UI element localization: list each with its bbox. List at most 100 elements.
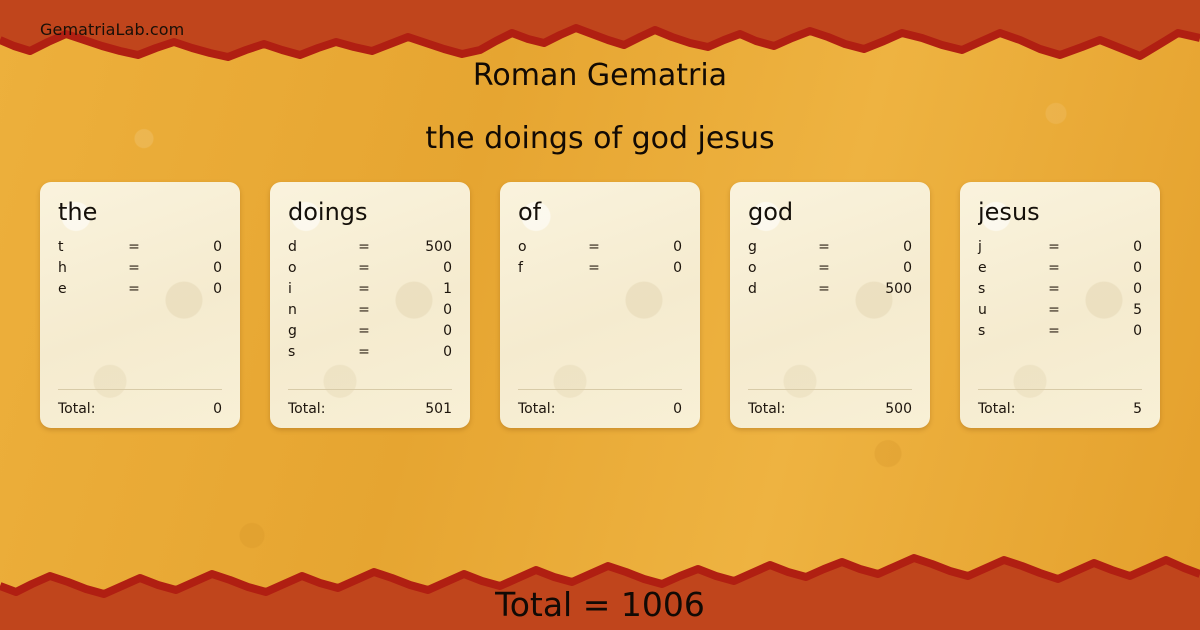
letter-value-list: d = 500 o = 0 i = 1 n = 0 g = 0 s = 0 — [288, 239, 452, 389]
letter-row: f = 0 — [518, 260, 682, 281]
letter-value: 1 — [443, 281, 452, 298]
card-total-label: Total: — [978, 401, 1016, 417]
letter-row: s = 0 — [978, 323, 1142, 344]
letter-char: g — [748, 239, 757, 256]
equals-sign: = — [128, 260, 140, 277]
card-divider — [978, 389, 1142, 390]
letter-value: 500 — [425, 239, 452, 256]
letter-value: 0 — [443, 302, 452, 319]
equals-sign: = — [358, 239, 370, 256]
equals-sign: = — [818, 260, 830, 277]
card-total-value: 5 — [1133, 401, 1142, 417]
letter-row: o = 0 — [288, 260, 452, 281]
letter-row: e = 0 — [58, 281, 222, 302]
letter-char: h — [58, 260, 67, 277]
letter-value: 0 — [1133, 260, 1142, 277]
card-total-row: Total: 5 — [978, 390, 1142, 428]
letter-row: o = 0 — [748, 260, 912, 281]
equals-sign: = — [818, 239, 830, 256]
letter-char: t — [58, 239, 64, 256]
equals-sign: = — [1048, 302, 1060, 319]
equals-sign: = — [588, 239, 600, 256]
letter-value: 0 — [443, 323, 452, 340]
letter-row: u = 5 — [978, 302, 1142, 323]
letter-row: s = 0 — [978, 281, 1142, 302]
letter-value: 500 — [885, 281, 912, 298]
letter-value: 0 — [1133, 323, 1142, 340]
card-total-row: Total: 0 — [518, 390, 682, 428]
word-card: the t = 0 h = 0 e = 0 Total: 0 — [40, 182, 240, 428]
card-total-row: Total: 500 — [748, 390, 912, 428]
card-total-label: Total: — [748, 401, 786, 417]
letter-row: i = 1 — [288, 281, 452, 302]
letter-value-list: j = 0 e = 0 s = 0 u = 5 s = 0 — [978, 239, 1142, 389]
equals-sign: = — [128, 239, 140, 256]
letter-row: g = 0 — [288, 323, 452, 344]
letter-char: i — [288, 281, 292, 298]
letter-char: s — [978, 281, 986, 298]
card-total-label: Total: — [58, 401, 96, 417]
equals-sign: = — [358, 260, 370, 277]
word-cards-row: the t = 0 h = 0 e = 0 Total: 0 doings d = 500 o = 0 i = 1 n = 0 g… — [40, 182, 1160, 428]
letter-value: 0 — [213, 239, 222, 256]
letter-value: 5 — [1133, 302, 1142, 319]
phrase-text: the doings of god jesus — [425, 121, 775, 156]
card-word-heading: the — [58, 200, 98, 226]
equals-sign: = — [358, 323, 370, 340]
letter-char: s — [288, 344, 296, 361]
card-total-value: 0 — [213, 401, 222, 417]
letter-row: s = 0 — [288, 344, 452, 365]
letter-value: 0 — [1133, 281, 1142, 298]
letter-char: d — [288, 239, 297, 256]
letter-row: o = 0 — [518, 239, 682, 260]
card-divider — [288, 389, 452, 390]
equals-sign: = — [358, 302, 370, 319]
letter-row: d = 500 — [288, 239, 452, 260]
equals-sign: = — [1048, 323, 1060, 340]
card-divider — [58, 389, 222, 390]
letter-char: u — [978, 302, 987, 319]
word-card: doings d = 500 o = 0 i = 1 n = 0 g = 0 s = 0 Total: 501 — [270, 182, 470, 428]
letter-value: 0 — [443, 260, 452, 277]
letter-value: 0 — [673, 239, 682, 256]
letter-char: e — [978, 260, 987, 277]
letter-row: n = 0 — [288, 302, 452, 323]
letter-value: 0 — [443, 344, 452, 361]
card-divider — [748, 389, 912, 390]
letter-row: t = 0 — [58, 239, 222, 260]
card-total-label: Total: — [288, 401, 326, 417]
grand-total: Total = 1006 — [495, 585, 705, 624]
letter-row: e = 0 — [978, 260, 1142, 281]
letter-row: d = 500 — [748, 281, 912, 302]
letter-value-list: g = 0 o = 0 d = 500 — [748, 239, 912, 389]
card-total-row: Total: 501 — [288, 390, 452, 428]
equals-sign: = — [1048, 239, 1060, 256]
letter-char: g — [288, 323, 297, 340]
letter-value: 0 — [1133, 239, 1142, 256]
card-divider — [518, 389, 682, 390]
word-card: of o = 0 f = 0 Total: 0 — [500, 182, 700, 428]
equals-sign: = — [1048, 260, 1060, 277]
letter-char: o — [518, 239, 527, 256]
word-card: god g = 0 o = 0 d = 500 Total: 500 — [730, 182, 930, 428]
letter-char: o — [288, 260, 297, 277]
card-word-heading: of — [518, 200, 542, 226]
equals-sign: = — [128, 281, 140, 298]
equals-sign: = — [1048, 281, 1060, 298]
letter-row: j = 0 — [978, 239, 1142, 260]
card-total-value: 501 — [425, 401, 452, 417]
site-logo-text[interactable]: GematriaLab.com — [40, 20, 185, 39]
equals-sign: = — [358, 281, 370, 298]
card-total-value: 0 — [673, 401, 682, 417]
card-word-heading: doings — [288, 200, 368, 226]
card-word-heading: god — [748, 200, 794, 226]
equals-sign: = — [358, 344, 370, 361]
equals-sign: = — [818, 281, 830, 298]
equals-sign: = — [588, 260, 600, 277]
letter-char: e — [58, 281, 67, 298]
letter-char: s — [978, 323, 986, 340]
letter-char: f — [518, 260, 523, 277]
word-card: jesus j = 0 e = 0 s = 0 u = 5 s = 0 Total: 5 — [960, 182, 1160, 428]
card-total-row: Total: 0 — [58, 390, 222, 428]
